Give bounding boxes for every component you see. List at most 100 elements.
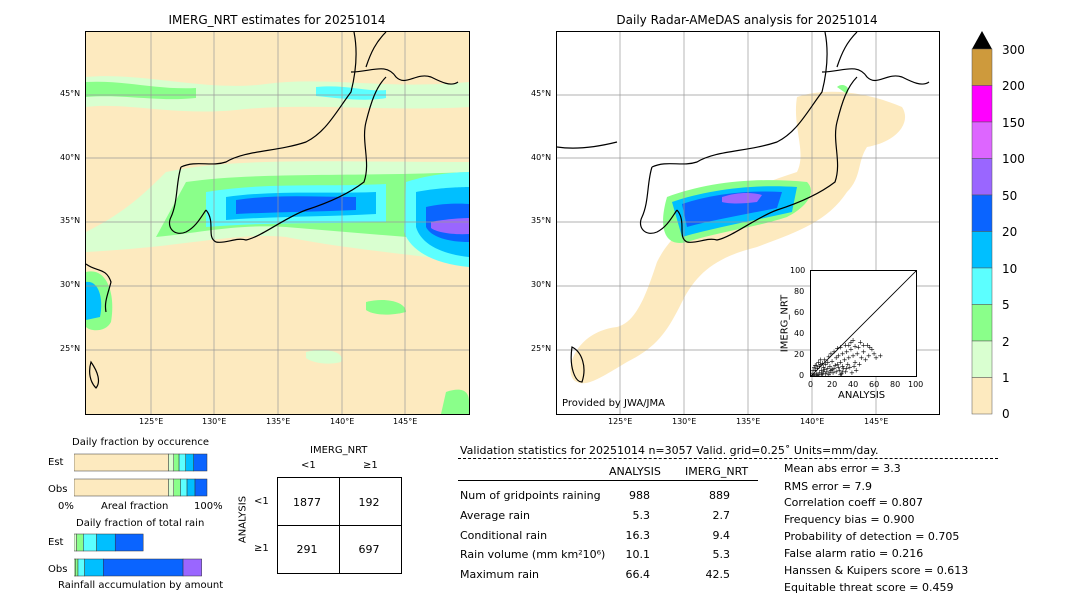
right-lat-tick-45: 45°N: [531, 89, 552, 98]
fraction-bar-segment: [75, 558, 79, 577]
scatter-point: +: [835, 352, 841, 360]
colorbar-swatch: [971, 48, 993, 86]
scatter-point: +: [821, 368, 827, 376]
scatter-xtick-60: 60: [869, 380, 880, 389]
colorbar-label-20: 20: [1002, 225, 1018, 239]
contingency-row-header: ANALYSIS: [237, 495, 249, 544]
left-lat-tick-25: 25°N: [60, 344, 81, 353]
scatter-point: +: [811, 367, 816, 375]
fraction-bar-segment: [96, 533, 116, 552]
fraction-bar-segment: [168, 478, 175, 497]
scatter-point: +: [829, 366, 835, 374]
scatter-point: +: [822, 366, 828, 374]
scatter-point: +: [822, 356, 828, 364]
right-lon-tick-135: 135°E: [736, 417, 761, 426]
scatter-point: +: [818, 356, 824, 364]
score-ets: Equitable threat score = 0.459: [784, 581, 954, 594]
score-corr: Correlation coeff = 0.807: [784, 496, 923, 509]
scatter-ytick-100: 100: [790, 266, 806, 275]
scatter-point: +: [836, 367, 842, 375]
left-lon-tick-140: 140°E: [330, 417, 355, 426]
left-lon-tick-125: 125°E: [139, 417, 164, 426]
scatter-point: +: [827, 363, 833, 371]
contingency-c: 291: [296, 543, 318, 556]
scatter-point: +: [828, 350, 834, 358]
scatter-xtick-0: 0: [808, 380, 814, 389]
validation-row-analysis: 988: [629, 489, 650, 502]
right-lat-tick-35: 35°N: [531, 216, 552, 225]
scatter-point: +: [848, 346, 854, 354]
colorbar-label-2: 2: [1002, 335, 1010, 349]
fraction-bar-segment: [77, 558, 85, 577]
scatter-point: +: [812, 361, 818, 369]
validation-col-analysis: ANALYSIS: [609, 465, 661, 478]
fraction-bar-segment: [186, 478, 196, 497]
validation-row-imerg: 9.4: [712, 529, 731, 542]
contingency-col-lt: <1: [301, 460, 316, 471]
right-lon-tick-130: 130°E: [672, 417, 697, 426]
scatter-point: +: [855, 344, 861, 352]
scatter-point: +: [843, 368, 849, 376]
scatter-point: +: [811, 364, 817, 372]
right-lon-tick-140: 140°E: [800, 417, 825, 426]
contingency-row-lt: <1: [254, 496, 269, 507]
frac-occ-row-est: Est: [48, 457, 64, 468]
scatter-point: +: [819, 367, 825, 375]
scatter-point: +: [869, 346, 875, 354]
colorbar-label-0: 0: [1002, 407, 1010, 421]
scatter-svg: ++++++++++++++++++++++++++++++++++++++++…: [809, 270, 917, 380]
scatter-point: +: [819, 371, 825, 376]
fraction-bar-segment: [76, 533, 84, 552]
frac-total-chart: [74, 533, 202, 577]
colorbar-swatch: [971, 85, 993, 123]
left-lon-tick-135: 135°E: [266, 417, 291, 426]
colorbar-label-150: 150: [1002, 116, 1025, 130]
scatter-ytick-60: 60: [794, 308, 805, 317]
scatter-point: +: [823, 360, 829, 368]
scatter-point: +: [825, 365, 831, 373]
left-lat-tick-35: 35°N: [60, 216, 81, 225]
score-mae: Mean abs error = 3.3: [784, 462, 901, 475]
scatter-point: +: [842, 356, 848, 364]
scatter-point: +: [837, 344, 843, 352]
contingency-table: [277, 477, 402, 574]
colorbar-arrow: [972, 31, 992, 49]
colorbar-label-10: 10: [1002, 262, 1018, 276]
right-lat-tick-40: 40°N: [531, 153, 552, 162]
colorbar-label-300: 300: [1002, 43, 1025, 57]
right-map-title: Daily Radar-AMeDAS analysis for 20251014: [616, 13, 878, 27]
validation-row-analysis: 66.4: [625, 568, 651, 581]
scatter-xtick-80: 80: [890, 380, 901, 389]
scatter-point: +: [873, 354, 879, 362]
right-map-svg: [557, 32, 939, 414]
validation-row-label: Average rain: [460, 509, 530, 522]
contingency-col-header: IMERG_NRT: [310, 445, 368, 456]
right-map-credit: Provided by JWA/JMA: [562, 398, 665, 409]
validation-row-label: Conditional rain: [460, 529, 548, 542]
score-hk: Hanssen & Kuipers score = 0.613: [784, 564, 969, 577]
left-lon-tick-130: 130°E: [202, 417, 227, 426]
scatter-xlabel: ANALYSIS: [838, 390, 886, 401]
scatter-point: +: [830, 369, 836, 376]
scatter-point: +: [843, 342, 849, 350]
frac-total-row-est: Est: [48, 537, 64, 548]
scatter-xtick-100: 100: [908, 380, 924, 389]
scatter-point: +: [834, 360, 840, 368]
validation-row-label: Num of gridpoints raining: [460, 489, 601, 502]
contingency-a: 1877: [293, 496, 321, 509]
scatter-point: +: [871, 350, 877, 358]
validation-row-analysis: 5.3: [632, 509, 651, 522]
scatter-point: +: [829, 357, 835, 365]
scatter-point: +: [831, 365, 837, 373]
left-map[interactable]: 125°E: [85, 31, 470, 415]
score-bias: Frequency bias = 0.900: [784, 513, 915, 526]
validation-header: Validation statistics for 20251014 n=305…: [460, 444, 879, 457]
scatter-point: +: [848, 338, 854, 346]
scatter-point: +: [844, 365, 850, 373]
scatter-diagonal: [810, 270, 917, 377]
scatter-point: +: [853, 367, 859, 375]
scatter-point: +: [856, 360, 862, 368]
colorbar-swatch: [971, 194, 993, 232]
fraction-bar-segment: [74, 478, 169, 497]
scatter-point: +: [831, 348, 837, 356]
